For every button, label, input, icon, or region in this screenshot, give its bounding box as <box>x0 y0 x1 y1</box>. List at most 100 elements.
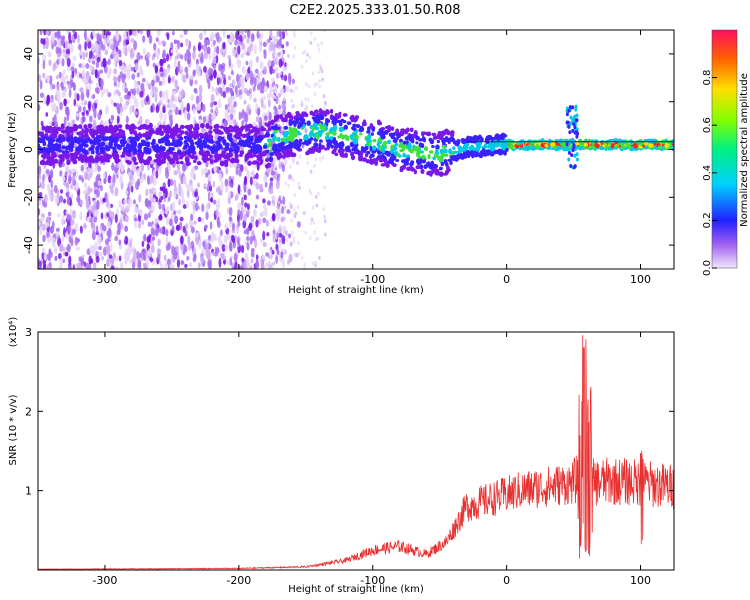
heatmap-cell <box>179 216 184 222</box>
heatmap-cell <box>121 64 126 74</box>
heatmap-cell <box>140 158 145 164</box>
heatmap-cell <box>233 252 238 263</box>
heatmap-cell <box>436 139 441 144</box>
heatmap-cell <box>403 159 409 166</box>
heatmap-cell <box>49 98 54 103</box>
heatmap-cell <box>367 126 371 132</box>
heatmap-cell <box>167 66 170 73</box>
heatmap-cell <box>167 77 171 84</box>
heatmap-cell <box>244 154 250 160</box>
heatmap-cell <box>258 45 262 53</box>
heatmap-cell <box>134 220 137 229</box>
heatmap-cell <box>51 153 55 159</box>
heatmap-cell <box>276 148 282 154</box>
heatmap-cell <box>243 213 248 222</box>
heatmap-cell <box>64 74 69 80</box>
heatmap-cell <box>238 111 242 121</box>
heatmap-cell <box>172 30 175 36</box>
heatmap-cell <box>272 126 278 131</box>
heatmap-cell <box>404 129 410 133</box>
heatmap-cell <box>266 162 271 167</box>
heatmap-cell <box>62 176 66 182</box>
heatmap-cell <box>344 146 349 152</box>
heatmap-cell <box>38 165 42 176</box>
heatmap-cell <box>228 58 232 67</box>
heatmap-cell <box>576 142 580 146</box>
heatmap-cell <box>269 84 273 94</box>
heatmap-cell <box>132 199 136 205</box>
heatmap-cell <box>648 142 654 148</box>
heatmap-cell <box>231 235 236 244</box>
heatmap-cell <box>314 146 320 152</box>
heatmap-cell <box>269 65 274 75</box>
heatmap-cell <box>438 166 443 171</box>
heatmap-cell <box>134 62 139 72</box>
heatmap-cell <box>178 90 182 101</box>
heatmap-cell <box>133 40 138 51</box>
heatmap-cell <box>312 122 318 128</box>
heatmap-cell <box>154 93 158 103</box>
heatmap-cell <box>317 47 321 52</box>
heatmap-cell <box>286 237 289 242</box>
heatmap-cell <box>131 129 135 135</box>
heatmap-cell <box>133 95 137 105</box>
heatmap-cell <box>139 115 143 125</box>
heatmap-cell <box>175 45 179 55</box>
heatmap-cell <box>236 214 240 223</box>
heatmap-cell <box>164 114 167 120</box>
heatmap-cell <box>271 136 277 141</box>
heatmap-cell <box>186 255 190 261</box>
heatmap-cell <box>162 156 167 162</box>
heatmap-cell <box>86 211 90 218</box>
heatmap-cell <box>388 158 392 164</box>
heatmap-cell <box>236 59 241 66</box>
heatmap-cell <box>189 144 195 148</box>
heatmap-cell <box>323 30 327 33</box>
heatmap-cell <box>48 134 54 139</box>
heatmap-cell <box>107 71 111 79</box>
heatmap-cell <box>189 148 194 154</box>
heatmap-cell <box>123 73 127 80</box>
heatmap-cell <box>245 72 250 81</box>
heatmap-cell <box>311 261 315 266</box>
heatmap-cell <box>229 242 233 252</box>
heatmap-cell <box>247 188 252 196</box>
heatmap-cell <box>269 41 274 52</box>
heatmap-cell <box>96 188 100 198</box>
heatmap-cell <box>95 255 100 263</box>
heatmap-cell <box>119 71 123 79</box>
heatmap-cell <box>40 181 45 190</box>
heatmap-cell <box>172 90 176 96</box>
heatmap-cell <box>380 134 386 140</box>
heatmap-cell <box>81 117 86 122</box>
heatmap-cell <box>57 213 61 218</box>
heatmap-cell <box>122 83 126 91</box>
heatmap-cell <box>277 99 280 104</box>
heatmap-cell <box>140 55 143 60</box>
heatmap-cell <box>278 224 282 229</box>
heatmap-cell <box>372 145 377 151</box>
heatmap-cell <box>177 53 182 59</box>
heatmap-cell <box>50 142 54 147</box>
heatmap-cell <box>390 144 395 151</box>
heatmap-cell <box>244 30 248 33</box>
heatmap-cell <box>241 65 246 74</box>
heatmap-cell <box>179 66 183 71</box>
heatmap-cell <box>206 157 212 161</box>
heatmap-cell <box>104 104 110 115</box>
heatmap-cell <box>237 202 242 210</box>
heatmap-cell <box>79 87 84 93</box>
heatmap-cell <box>383 130 388 135</box>
heatmap-cell <box>207 133 212 140</box>
heatmap-cell <box>286 209 291 215</box>
heatmap-cell <box>126 144 131 150</box>
heatmap-cell <box>251 230 255 237</box>
heatmap-cell <box>223 235 228 244</box>
heatmap-cell <box>102 197 106 203</box>
heatmap-cell <box>410 137 414 142</box>
heatmap-cell <box>156 75 160 83</box>
heatmap-cell <box>42 234 46 243</box>
heatmap-cell <box>142 140 147 146</box>
heatmap-cell <box>39 92 44 98</box>
heatmap-cell <box>147 248 153 257</box>
